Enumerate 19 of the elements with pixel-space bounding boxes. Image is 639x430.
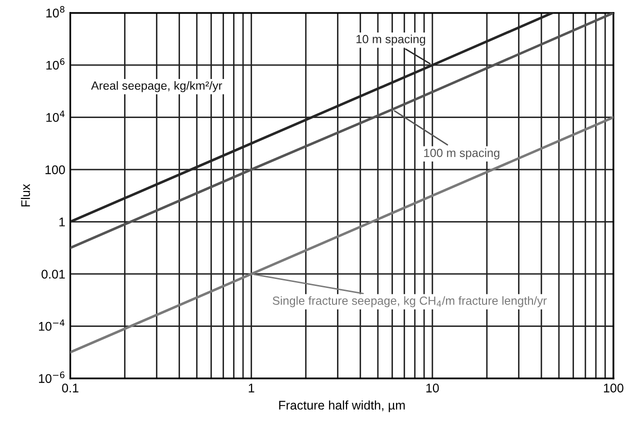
text: 100 m spacing (424, 148, 500, 160)
text: Single fracture seepage, kg CH$_{4}$/m fracture length/yr (272, 296, 547, 308)
x-tick-label: 1 (248, 384, 254, 392)
x-tick-label: 10 (426, 384, 439, 392)
y-tick-label: 10$^{6}$ (46, 58, 64, 70)
annotation: Areal seepage, kg/km²/yr (91, 81, 222, 92)
x-axis-title: Fracture half width, µm (279, 400, 405, 412)
x-tick-label: 100 (604, 384, 624, 392)
y-tick-label: 10$^{−6}$ (39, 372, 64, 383)
y-tick-label: 10$^{4}$ (46, 110, 65, 122)
y-tick-label: 10$^{8}$ (46, 6, 64, 18)
series-label: 10 m spacing (356, 34, 426, 46)
line-series (70, 116, 614, 354)
y-tick-label: 100 (46, 165, 65, 174)
y-tick-label: 1 (59, 218, 65, 226)
x-tick-label: 0.1 (62, 384, 78, 392)
y-axis-title: Flux (20, 184, 30, 206)
y-tick-label: 0.01 (42, 270, 65, 279)
y-tick-label: 10$^{−4}$ (39, 319, 64, 331)
